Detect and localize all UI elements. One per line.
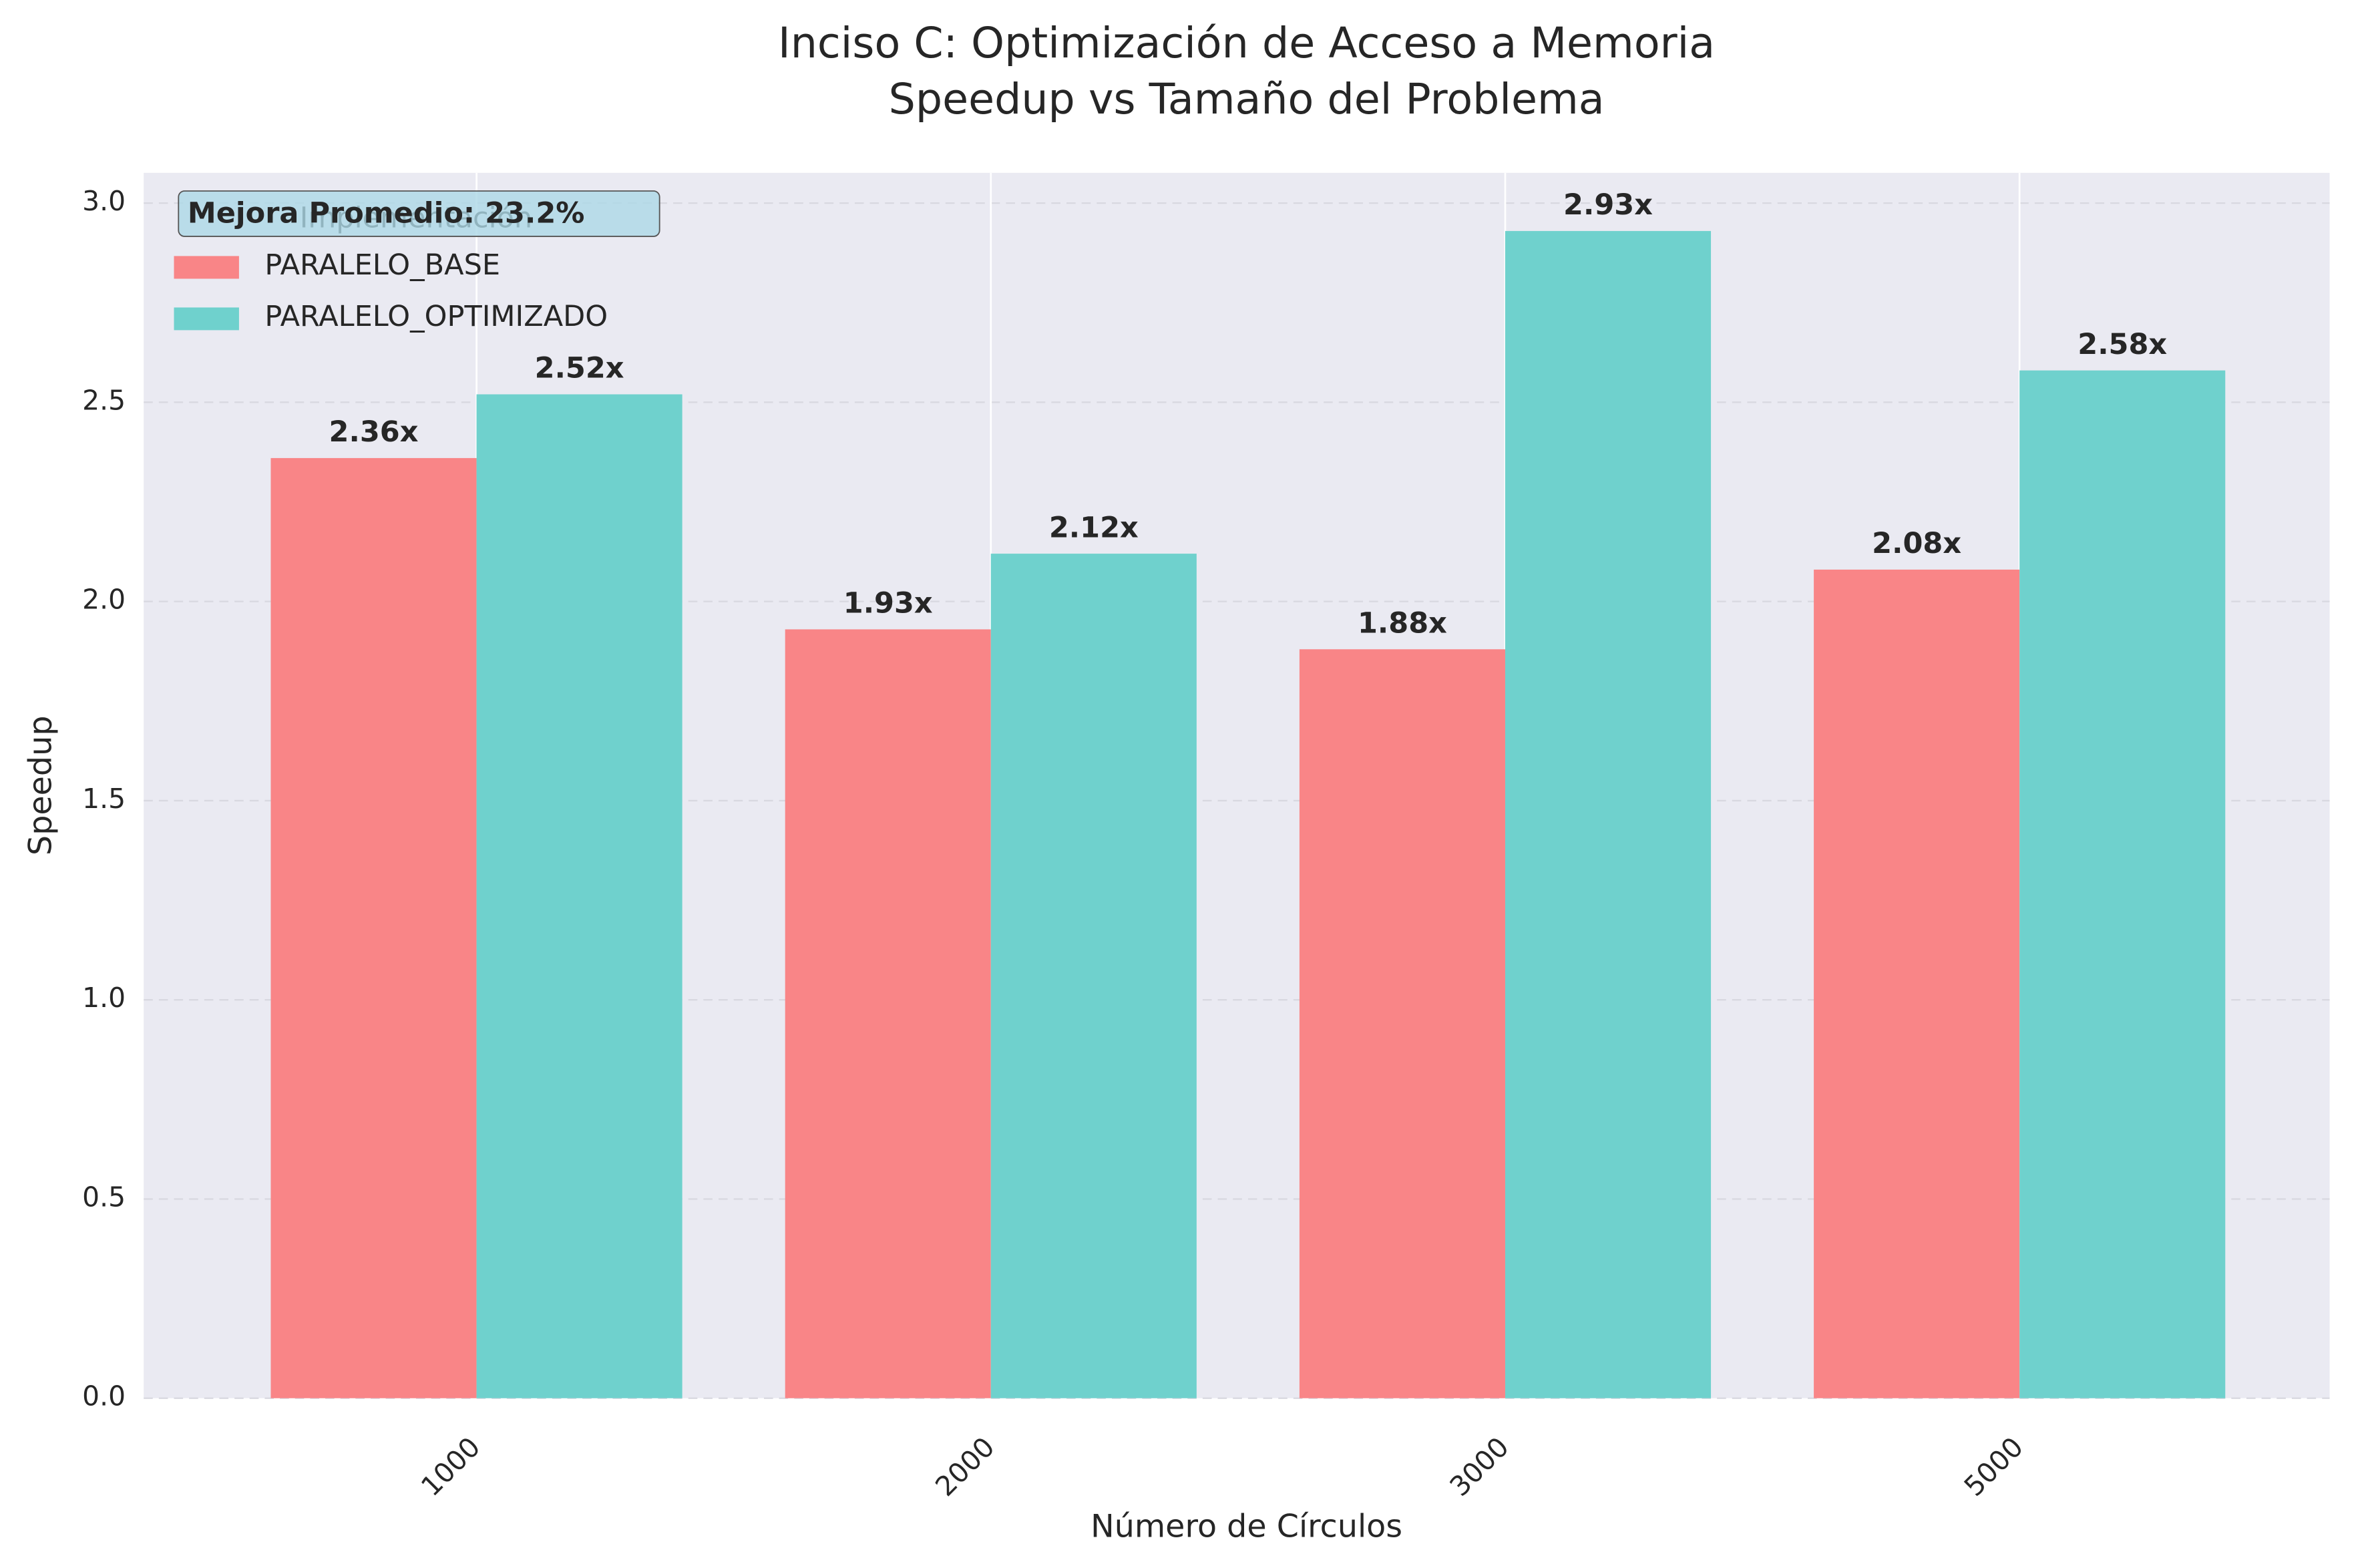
value-label: 1.88x	[1358, 607, 1447, 640]
bar	[476, 394, 682, 1398]
legend: ImplementaciónPARALELO_BASEPARALELO_OPTI…	[174, 190, 660, 333]
value-label: 2.58x	[2078, 328, 2167, 361]
value-label: 2.12x	[1049, 511, 1139, 544]
value-label: 2.08x	[1872, 527, 1961, 560]
legend-label: PARALELO_OPTIMIZADO	[264, 300, 608, 333]
bar	[990, 554, 1197, 1398]
y-axis-label: Speedup	[22, 716, 59, 855]
legend-swatch	[174, 256, 239, 279]
bar	[2019, 370, 2226, 1398]
y-tick-label: 3.0	[82, 185, 126, 217]
y-tick-label: 2.5	[82, 384, 126, 416]
bar	[1505, 230, 1712, 1398]
value-label: 1.93x	[843, 587, 933, 620]
value-label: 2.36x	[329, 415, 419, 449]
bars: 2.36x 1.93x 1.88x 2.08x 2.52x 2.12x 2.93x 2.58x	[270, 188, 2226, 1398]
x-axis-label: Número de Círculos	[1091, 1509, 1402, 1545]
value-label: 2.52x	[535, 352, 624, 385]
chart-title: Inciso C: Optimización de Acceso a Memor…	[778, 18, 1715, 67]
bar	[1299, 649, 1505, 1398]
bar	[1814, 569, 2020, 1398]
annotation-box	[178, 190, 660, 237]
y-tick-label: 1.0	[82, 982, 126, 1014]
chart-subtitle: Speedup vs Tamaño del Problema	[889, 74, 1605, 124]
legend-label: PARALELO_BASE	[264, 248, 500, 282]
annotation: Mejora Promedio: 23.2%	[188, 197, 585, 230]
y-tick-label: 0.5	[82, 1181, 126, 1213]
y-tick-label: 1.5	[82, 783, 126, 815]
y-tick-label: 0.0	[82, 1380, 126, 1412]
bar	[270, 457, 477, 1398]
value-label: 2.93x	[1563, 188, 1653, 222]
legend-swatch	[174, 307, 239, 331]
y-tick-label: 2.0	[82, 584, 126, 616]
bar	[785, 629, 991, 1398]
